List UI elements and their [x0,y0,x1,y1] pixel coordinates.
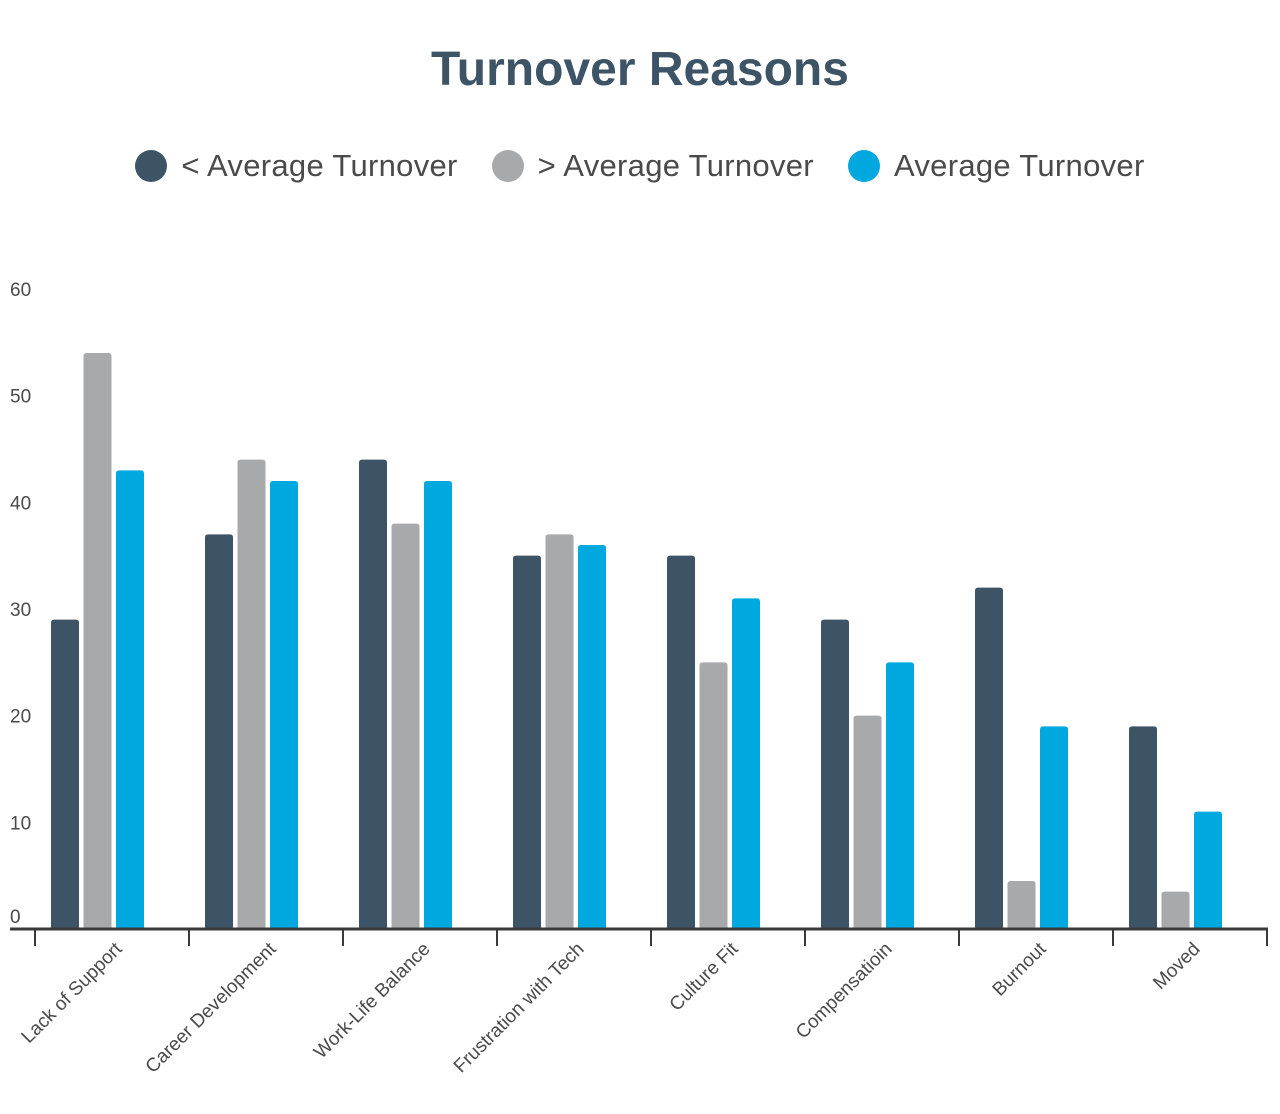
bar [699,662,728,929]
bar [83,353,112,929]
bar [51,619,79,929]
legend-label-below-average: < Average Turnover [181,148,458,183]
legend-label-above-average: > Average Turnover [537,148,814,183]
legend-swatch-above-average [491,150,524,182]
y-tick-label: 20 [10,707,31,728]
x-tick-label: Culture Fit [666,938,743,1015]
x-tick-label: Burnout [989,938,1051,1000]
bar [1007,881,1036,929]
x-tick-label: Career Development [142,938,281,1077]
x-tick-label: Moved [1149,939,1204,994]
y-tick-label: 30 [10,600,31,621]
y-tick-label: 10 [10,813,31,834]
legend-swatch-average [847,150,880,182]
bar [424,481,452,929]
legend-item-above-average[interactable]: > Average Turnover [491,148,814,184]
bar [237,459,266,929]
bar [1161,891,1190,929]
x-tick-label: Frustration with Tech [450,939,589,1078]
bar [1129,726,1157,929]
legend-label-average: Average Turnover [893,148,1145,183]
legend: < Average Turnover > Average Turnover Av… [0,148,1280,184]
bar [116,470,144,929]
bar [359,459,387,929]
bar [1040,726,1068,929]
bar [1194,811,1222,929]
legend-item-below-average[interactable]: < Average Turnover [135,148,457,184]
bar [732,598,760,929]
bar [513,555,541,929]
x-tick-label: Lack of Support [18,938,127,1047]
bar [578,545,606,929]
bar [667,555,695,929]
legend-item-average[interactable]: Average Turnover [847,148,1145,184]
bar [975,587,1003,929]
bar [853,715,882,929]
bar [821,619,849,929]
chart-title: Turnover Reasons [431,43,849,96]
y-tick-label: 0 [10,907,21,928]
y-tick-label: 60 [10,280,31,301]
x-tick-label: Compensatioin [792,939,896,1043]
legend-swatch-below-average [135,150,168,182]
bar [391,523,420,929]
x-tick-label: Work-Life Balance [310,939,434,1063]
bar [545,534,574,929]
y-tick-label: 40 [10,493,31,514]
bar [886,662,914,929]
bar [270,481,298,929]
y-tick-label: 50 [10,387,31,408]
bar [205,534,233,929]
